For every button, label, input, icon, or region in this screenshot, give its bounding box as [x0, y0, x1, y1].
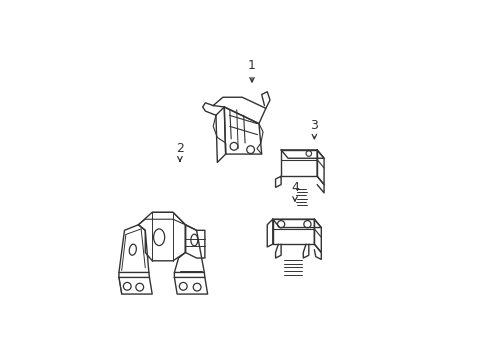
Text: 1: 1	[247, 59, 255, 72]
Text: 4: 4	[290, 181, 298, 194]
Text: 2: 2	[176, 143, 183, 156]
Text: 3: 3	[310, 119, 318, 132]
